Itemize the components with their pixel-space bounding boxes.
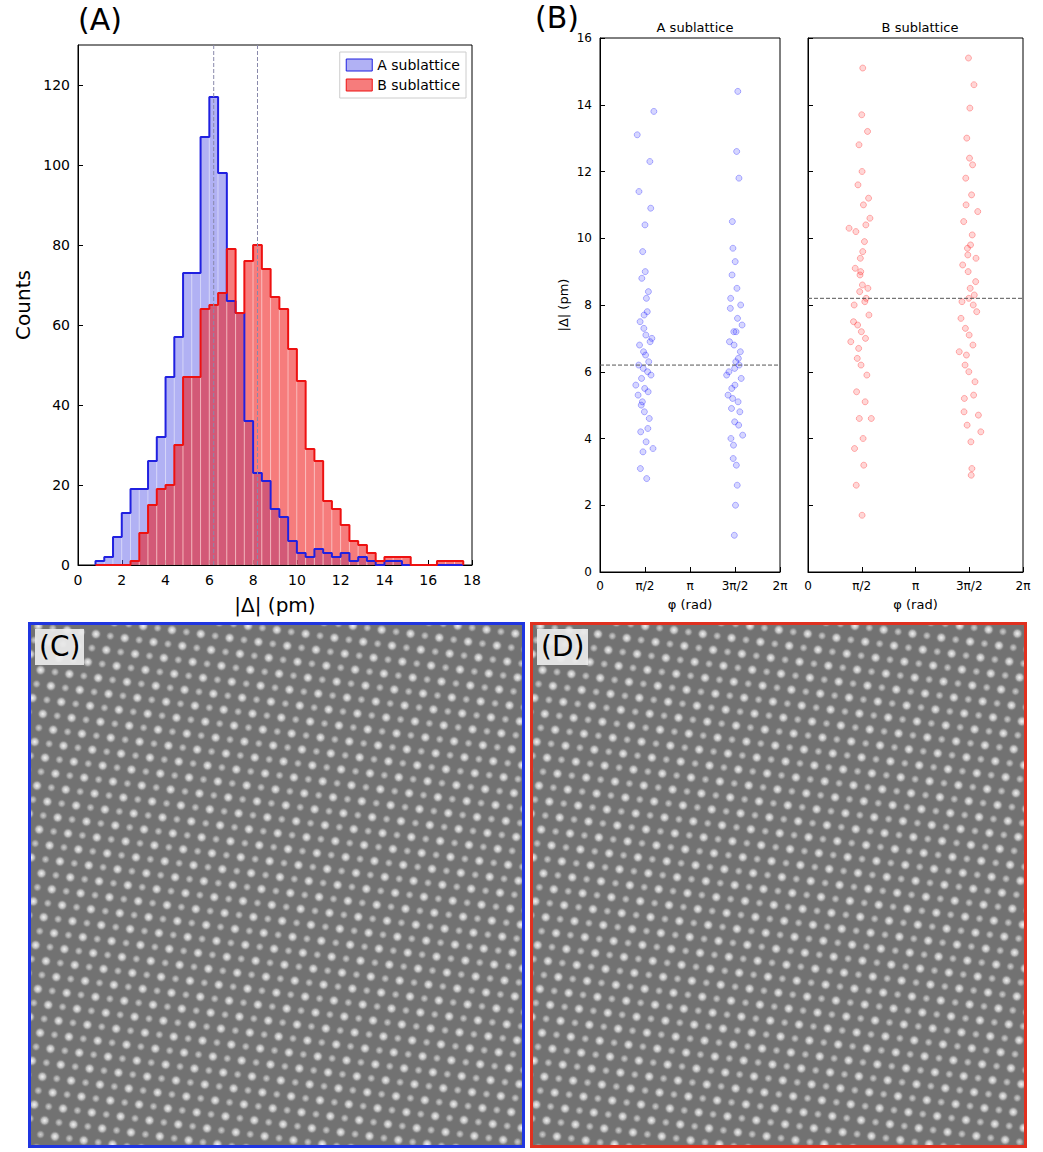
- svg-text:80: 80: [52, 237, 70, 253]
- svg-text:π/2: π/2: [636, 579, 655, 593]
- svg-text:10: 10: [577, 231, 592, 245]
- svg-text:4: 4: [584, 432, 592, 446]
- svg-text:|Δ| (pm): |Δ| (pm): [234, 593, 315, 617]
- svg-text:2: 2: [584, 498, 592, 512]
- svg-text:0: 0: [804, 579, 812, 593]
- svg-text:12: 12: [577, 165, 592, 179]
- svg-text:4: 4: [161, 572, 170, 588]
- html-text:(C): (C): [39, 630, 81, 663]
- svg-text:A sublattice: A sublattice: [657, 20, 734, 35]
- svg-text:3π/2: 3π/2: [956, 579, 983, 593]
- svg-text:40: 40: [52, 397, 70, 413]
- svg-text:14: 14: [376, 572, 394, 588]
- svg-text:0: 0: [596, 579, 604, 593]
- svg-text:A sublattice: A sublattice: [377, 57, 460, 73]
- svg-text:3π/2: 3π/2: [722, 579, 749, 593]
- svg-text:0: 0: [584, 565, 592, 579]
- svg-text:B sublattice: B sublattice: [377, 77, 460, 93]
- svg-text:120: 120: [43, 77, 70, 93]
- svg-text:B sublattice: B sublattice: [882, 20, 959, 35]
- svg-text:0: 0: [74, 572, 83, 588]
- svg-text:2π: 2π: [773, 579, 788, 593]
- svg-text:10: 10: [288, 572, 306, 588]
- svg-text:2: 2: [117, 572, 126, 588]
- svg-text:0: 0: [61, 557, 70, 573]
- svg-text:|Δ| (pm): |Δ| (pm): [556, 279, 571, 332]
- svg-text:φ (rad): φ (rad): [668, 597, 712, 612]
- svg-text:8: 8: [249, 572, 258, 588]
- svg-text:14: 14: [577, 98, 592, 112]
- svg-text:16: 16: [419, 572, 437, 588]
- svg-text:(B): (B): [535, 0, 579, 35]
- svg-text:π: π: [912, 579, 919, 593]
- svg-text:φ (rad): φ (rad): [893, 597, 937, 612]
- svg-text:2π: 2π: [1016, 579, 1031, 593]
- svg-text:12: 12: [332, 572, 350, 588]
- svg-text:16: 16: [577, 31, 592, 45]
- svg-text:60: 60: [52, 317, 70, 333]
- svg-text:8: 8: [584, 298, 592, 312]
- svg-text:Counts: Counts: [11, 270, 35, 340]
- svg-text:π: π: [686, 579, 693, 593]
- svg-text:(A): (A): [78, 2, 122, 37]
- svg-text:π/2: π/2: [852, 579, 871, 593]
- html-text:(D): (D): [541, 630, 585, 663]
- svg-text:100: 100: [43, 157, 70, 173]
- svg-text:18: 18: [463, 572, 481, 588]
- svg-text:6: 6: [584, 365, 592, 379]
- svg-text:6: 6: [205, 572, 214, 588]
- svg-text:20: 20: [52, 477, 70, 493]
